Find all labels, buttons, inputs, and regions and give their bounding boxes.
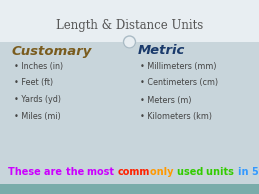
Text: • Centimeters (cm): • Centimeters (cm): [140, 79, 218, 87]
Bar: [0, 0, 259, 42]
Bar: [0, 42, 259, 184]
Text: are: are: [44, 167, 66, 177]
Text: • Miles (mi): • Miles (mi): [14, 113, 61, 121]
Text: used: used: [177, 167, 206, 177]
Text: comm: comm: [118, 167, 150, 177]
Text: These: These: [8, 167, 44, 177]
Text: Customary: Customary: [12, 44, 92, 57]
Text: • Millimeters (mm): • Millimeters (mm): [140, 61, 217, 70]
Circle shape: [124, 36, 135, 48]
Text: Metric: Metric: [138, 44, 185, 57]
Text: • Kilometers (km): • Kilometers (km): [140, 113, 212, 121]
Text: Length & Distance Units: Length & Distance Units: [56, 18, 203, 31]
Text: • Meters (m): • Meters (m): [140, 95, 191, 105]
Text: most: most: [87, 167, 118, 177]
Bar: [0, 184, 259, 194]
Text: only: only: [150, 167, 177, 177]
Text: • Yards (yd): • Yards (yd): [14, 95, 61, 105]
Text: units: units: [206, 167, 238, 177]
Text: • Inches (in): • Inches (in): [14, 61, 63, 70]
Text: in: in: [238, 167, 252, 177]
Text: • Feet (ft): • Feet (ft): [14, 79, 53, 87]
Text: 5th: 5th: [252, 167, 259, 177]
Text: the: the: [66, 167, 87, 177]
